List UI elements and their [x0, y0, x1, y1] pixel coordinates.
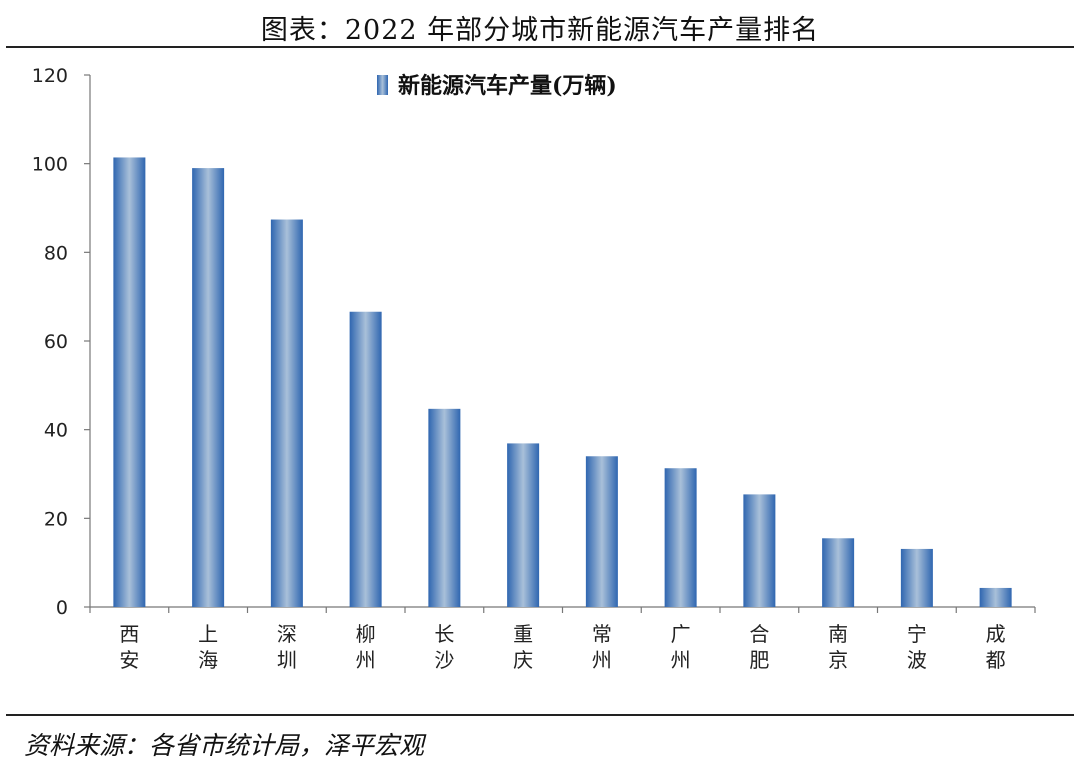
x-category-label: 州: [671, 648, 691, 672]
bar: [900, 548, 933, 607]
legend-label: 新能源汽车产量(万辆): [398, 73, 617, 99]
bar: [743, 494, 776, 607]
x-category-label: 庆: [513, 648, 533, 672]
bar: [822, 538, 855, 607]
x-category-label: 都: [986, 648, 1006, 672]
x-category-label: 上: [198, 622, 218, 646]
bar: [349, 311, 382, 607]
y-tick-label: 40: [44, 420, 68, 442]
y-tick-label: 0: [56, 597, 68, 619]
x-category-label: 波: [907, 648, 927, 672]
x-category-label: 州: [356, 648, 376, 672]
x-category-label: 深: [277, 622, 297, 646]
x-category-label: 广: [671, 622, 691, 646]
x-category-label: 圳: [277, 648, 297, 672]
x-category-label: 柳: [356, 622, 376, 646]
bar: [979, 587, 1012, 607]
bar: [113, 157, 146, 607]
y-tick-label: 60: [44, 331, 68, 353]
bar: [664, 468, 697, 607]
x-category-label: 京: [828, 648, 848, 672]
bar: [585, 456, 618, 607]
bar: [270, 219, 303, 607]
x-category-label: 安: [119, 648, 139, 672]
bar: [428, 408, 461, 607]
x-category-label: 长: [434, 622, 454, 646]
x-category-label: 肥: [749, 648, 769, 672]
x-category-label: 宁: [907, 622, 927, 646]
footer-divider: [6, 714, 1074, 716]
x-category-label: 常: [592, 622, 612, 646]
title-divider: [6, 46, 1074, 48]
bar-chart: 020406080100120西安上海深圳柳州长沙重庆常州广州合肥南京宁波成都 …: [32, 65, 1036, 672]
y-tick-label: 80: [44, 242, 68, 264]
x-category-label: 成: [986, 622, 1006, 646]
chart-bars: [113, 157, 1012, 607]
bar: [507, 443, 540, 607]
x-category-label: 南: [828, 622, 848, 646]
x-category-label: 重: [513, 622, 533, 646]
x-category-label: 合: [749, 622, 769, 646]
legend-swatch: [377, 75, 388, 95]
chart-legend: 新能源汽车产量(万辆): [377, 73, 617, 99]
y-tick-label: 20: [44, 508, 68, 530]
x-category-label: 西: [119, 622, 139, 646]
x-category-label: 州: [592, 648, 612, 672]
x-category-label: 沙: [434, 648, 454, 672]
source-note: 资料来源：各省市统计局，泽平宏观: [24, 731, 425, 760]
y-tick-label: 120: [32, 65, 68, 87]
y-tick-label: 100: [32, 154, 68, 176]
bar: [192, 168, 225, 607]
chart-title: 图表：2022 年部分城市新能源汽车产量排名: [260, 15, 820, 46]
x-category-label: 海: [198, 648, 218, 672]
